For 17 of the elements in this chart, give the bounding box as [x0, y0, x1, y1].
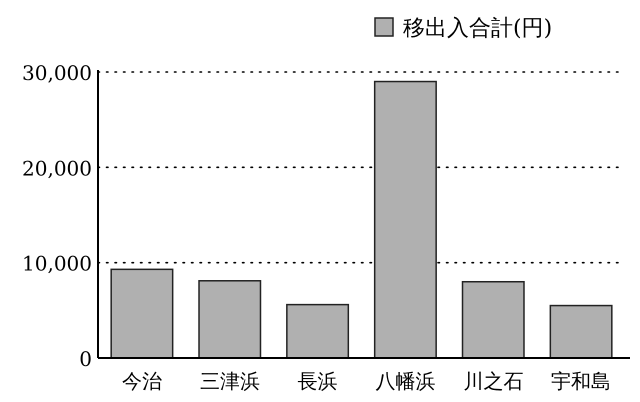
bar: [286, 304, 350, 359]
x-tick-label: 宇和島: [551, 369, 612, 393]
x-tick-label: 三津浜: [200, 369, 260, 393]
x-tick-label: 八幡浜: [375, 369, 436, 393]
bar: [198, 280, 262, 359]
y-tick-label: 30,000: [22, 61, 92, 85]
bar: [374, 80, 437, 359]
y-tick-label: 10,000: [22, 252, 92, 276]
y-tick-label: 0: [79, 347, 92, 371]
x-tick-label: 川之石: [463, 369, 524, 393]
bar: [110, 268, 174, 359]
x-tick-label: 今治: [122, 369, 162, 393]
y-tick-label: 20,000: [22, 156, 92, 180]
legend-label: 移出入合計(円): [403, 16, 552, 41]
x-tick-label: 長浜: [298, 369, 338, 393]
bar: [462, 280, 525, 359]
bar: [550, 304, 613, 359]
